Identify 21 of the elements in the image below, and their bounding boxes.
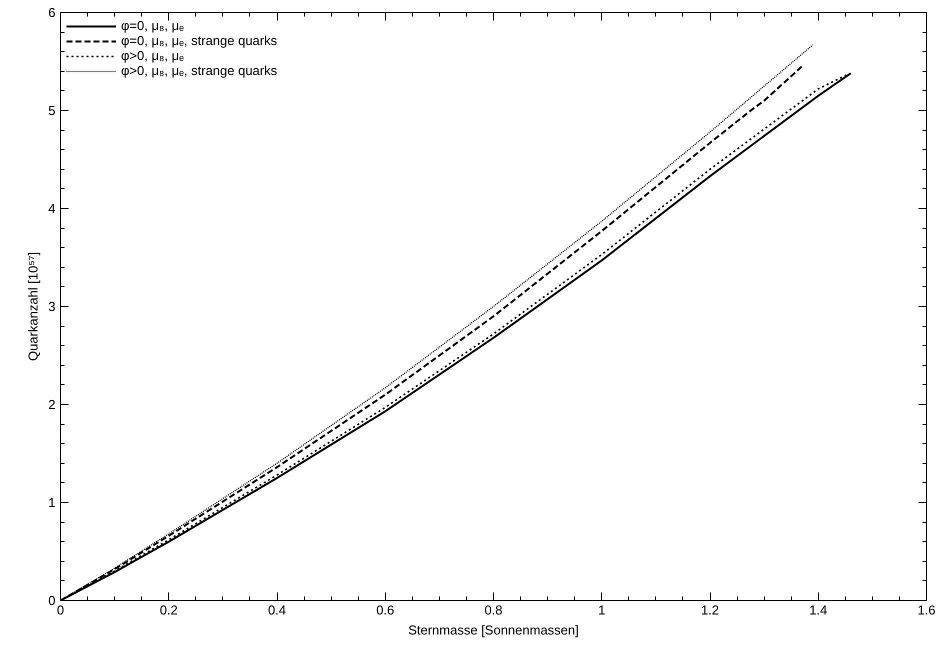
x-tick-label: 1.6	[917, 602, 936, 618]
x-tick-label: 0.8	[484, 602, 503, 618]
x-tick-label: 1	[598, 602, 606, 618]
y-tick-label: 6	[48, 5, 56, 20]
y-tick-label: 5	[48, 103, 56, 118]
y-axis-title: Quarkanzahl [10⁵⁷]	[25, 252, 40, 362]
x-axis-title: Sternmasse [Sonnenmassen]	[408, 622, 579, 638]
x-tick-label: 1.2	[700, 602, 720, 618]
legend-label: φ>0, μ₈, μₑ, strange quarks	[121, 63, 278, 78]
y-tick-label: 3	[48, 299, 56, 314]
legend-label: φ=0, μ₈, μₑ, strange quarks	[121, 33, 278, 48]
legend-label: φ=0, μ₈, μₑ	[121, 18, 184, 33]
x-tick-label: 1.4	[809, 602, 828, 618]
x-tick-label: 0.4	[268, 602, 286, 618]
y-tick-label: 2	[48, 397, 56, 412]
legend-label: φ>0, μ₈, μₑ	[121, 48, 184, 63]
y-tick-label: 0	[48, 593, 56, 608]
y-tick-label: 4	[48, 201, 56, 216]
x-tick-label: 0.2	[160, 602, 178, 618]
y-tick-label: 1	[48, 495, 56, 510]
x-tick-label: 0.6	[376, 602, 394, 618]
